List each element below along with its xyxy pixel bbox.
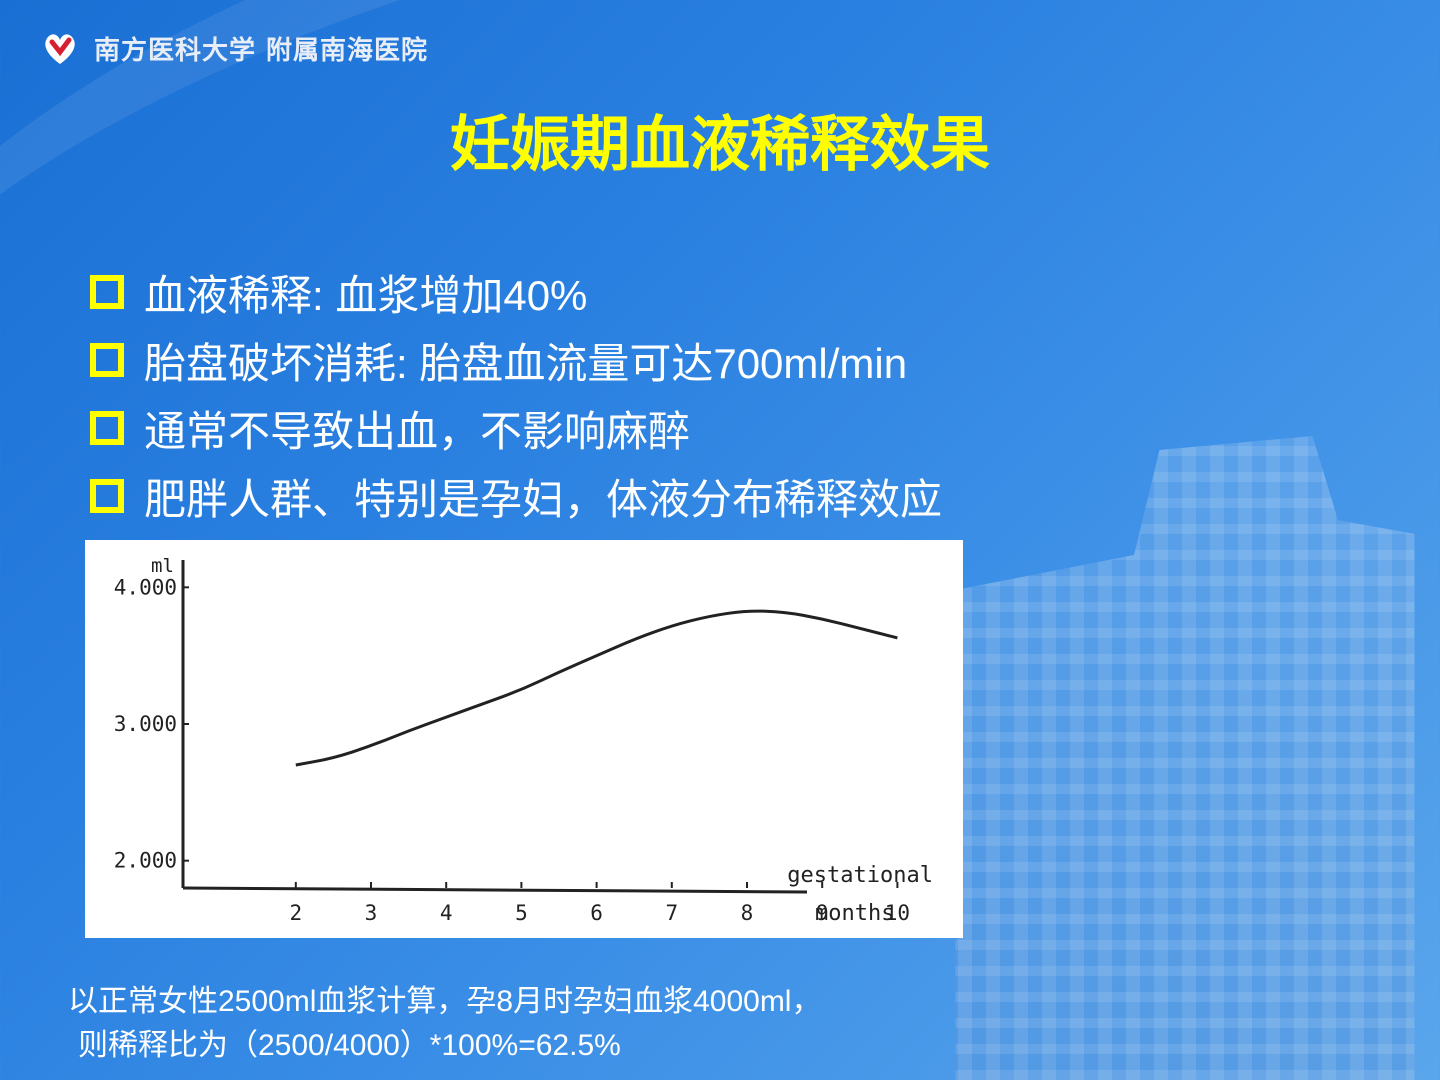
bullet-item: 通常不导致出血，不影响麻醉 [90, 394, 942, 462]
heart-logo-icon [45, 34, 75, 64]
square-bullet-icon [90, 275, 124, 309]
y-tick-label: 2.000 [114, 849, 177, 873]
bullet-list: 血液稀释: 血浆增加40% 胎盘破坏消耗: 胎盘血流量可达700ml/min 通… [90, 258, 942, 530]
x-tick-label: 6 [590, 901, 603, 925]
square-bullet-icon [90, 411, 124, 445]
footnote-line-1: 以正常女性2500ml血浆计算，孕8月时孕妇血浆4000ml， [68, 985, 822, 1018]
logo-text: 南方医科大学 附属南海医院 [94, 35, 429, 66]
y-axis-label: ml [151, 555, 174, 577]
plasma-volume-chart: ml 2.000 3.000 4.000 2 3 4 5 6 7 8 9 10 gestational mo… [85, 540, 963, 938]
y-tick-label: 3.000 [114, 712, 177, 736]
x-axis-line [182, 886, 808, 894]
x-tick-label: 10 [885, 901, 910, 925]
x-tick-label: 3 [365, 901, 378, 925]
slide-title: 妊娠期血液稀释效果 [450, 110, 990, 180]
x-tick-label: 5 [515, 901, 528, 925]
bullet-text: 胎盘破坏消耗: 胎盘血流量可达700ml/min [144, 339, 908, 387]
bullet-item: 肥胖人群、特别是孕妇，体液分布稀释效应 [90, 462, 942, 530]
x-tick-label: 7 [665, 901, 678, 925]
x-tick-label: 4 [440, 901, 453, 925]
x-axis-label-line-2: months [815, 901, 894, 926]
hospital-logo: 南方医科大学 附属南海医院 [40, 24, 428, 72]
x-tick-label: 8 [741, 901, 754, 925]
square-bullet-icon [90, 343, 124, 377]
bullet-item: 胎盘破坏消耗: 胎盘血流量可达700ml/min [90, 326, 942, 394]
chart-svg: ml 2.000 3.000 4.000 2 3 4 5 6 7 8 9 10 gestational mo… [114, 555, 933, 926]
footnote: 以正常女性2500ml血浆计算，孕8月时孕妇血浆4000ml， 则稀释比为（25… [68, 980, 821, 1068]
bullet-text: 肥胖人群、特别是孕妇，体液分布稀释效应 [144, 475, 943, 523]
bullet-text: 通常不导致出血，不影响麻醉 [144, 407, 691, 455]
x-tick-label: 2 [289, 901, 302, 925]
footnote-line-2: 则稀释比为（2500/4000）*100%=62.5% [78, 1029, 621, 1062]
square-bullet-icon [90, 479, 124, 513]
y-tick-label: 4.000 [114, 575, 177, 599]
x-tick-label: 9 [816, 901, 829, 925]
x-axis-label-line-1: gestational [787, 863, 933, 888]
bullet-text: 血液稀释: 血浆增加40% [144, 271, 588, 319]
series-line [295, 609, 898, 767]
bullet-item: 血液稀释: 血浆增加40% [90, 258, 942, 326]
